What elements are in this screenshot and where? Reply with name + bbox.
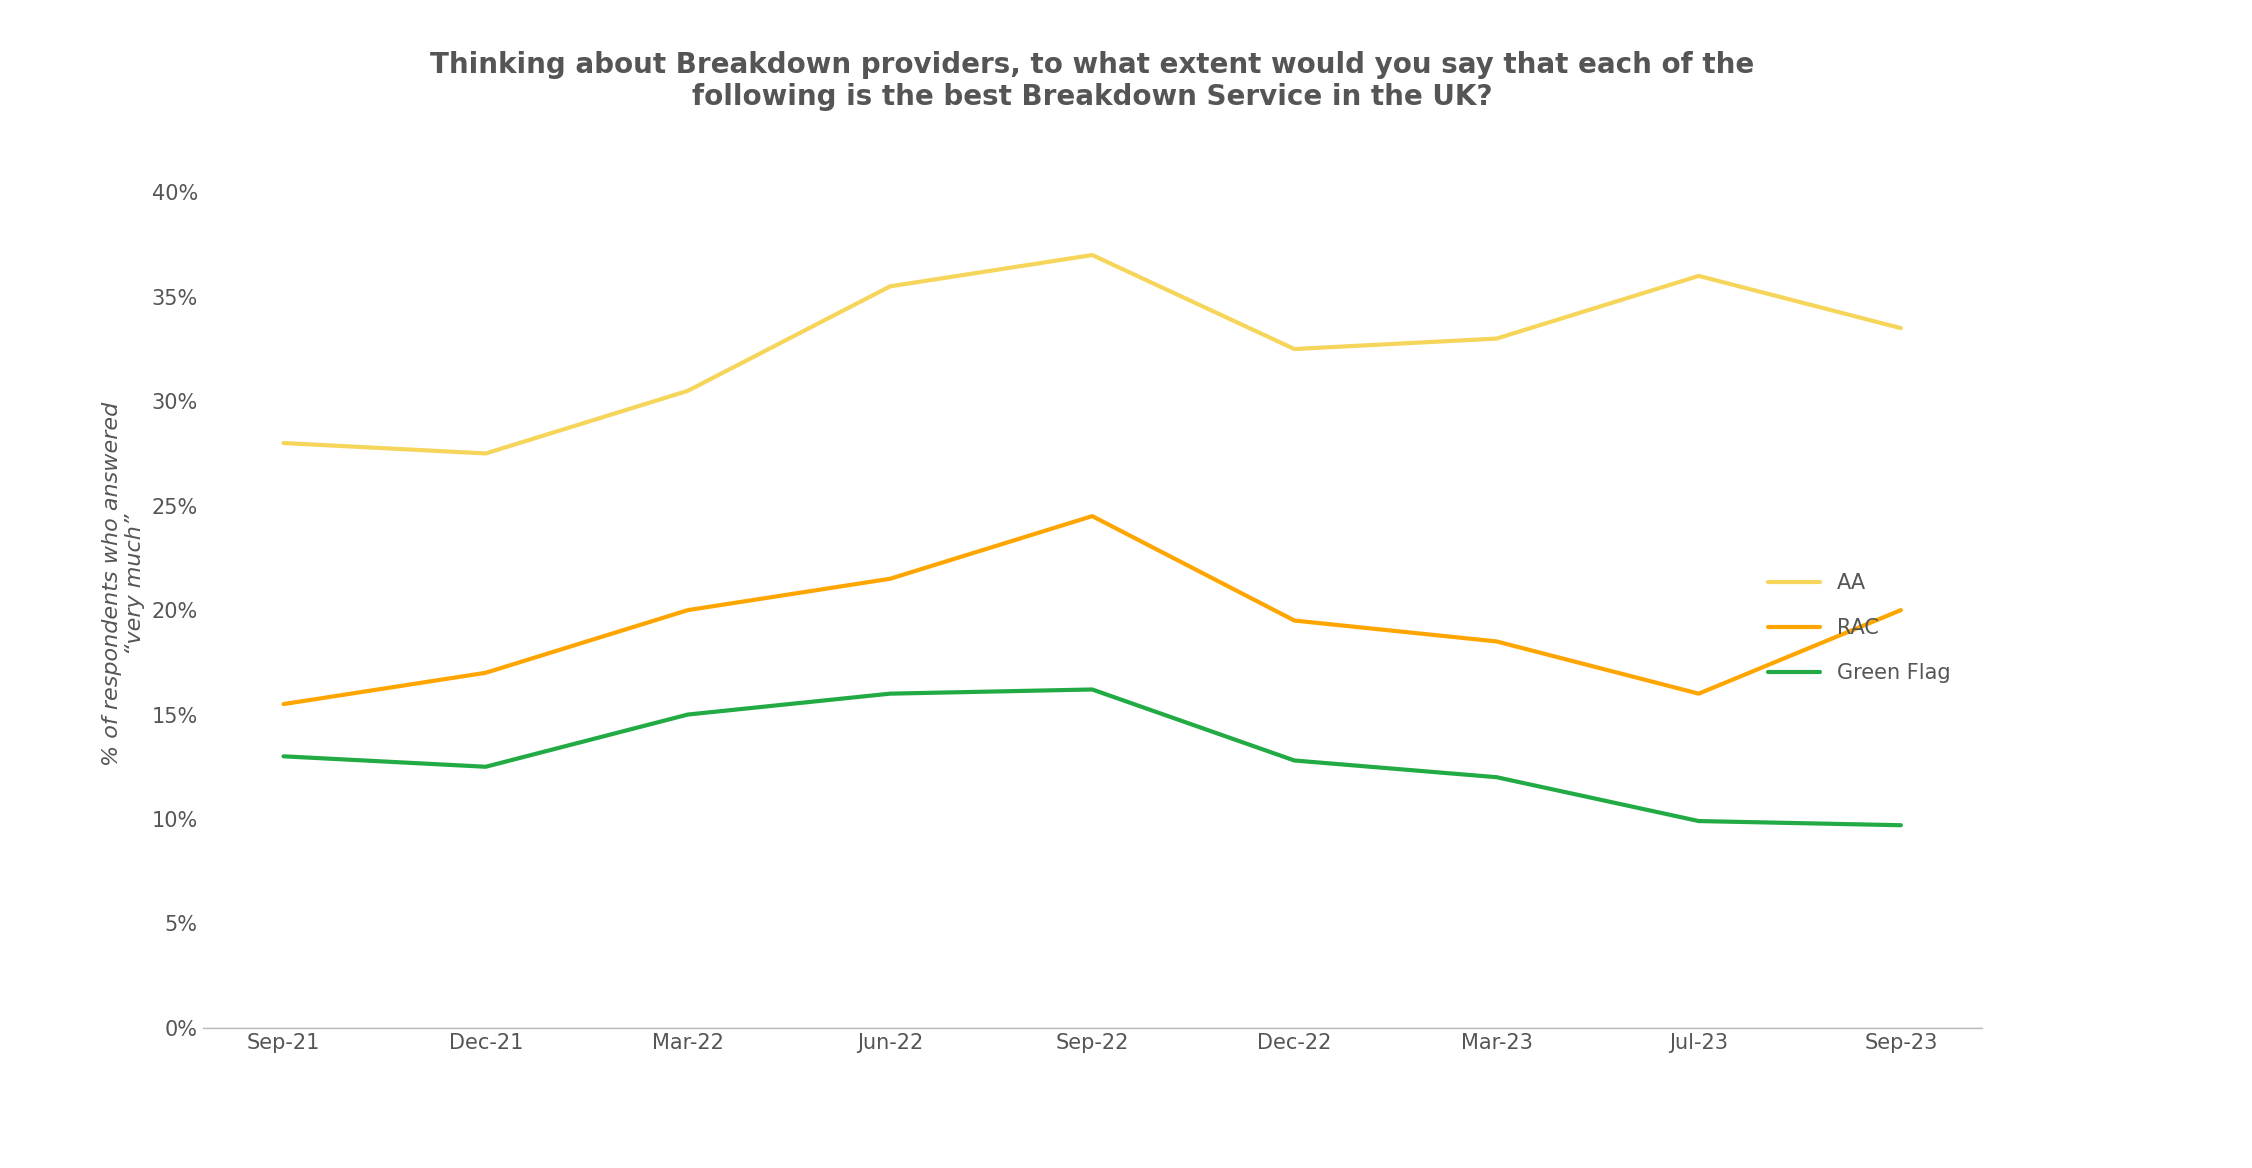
Line: AA: AA xyxy=(284,255,1901,453)
Green Flag xyxy=(1079,682,1106,696)
AA xyxy=(1484,332,1511,346)
Line: Green Flag: Green Flag xyxy=(284,689,1901,826)
RAC xyxy=(1684,687,1712,701)
Green Flag xyxy=(270,750,297,764)
Green Flag xyxy=(1281,753,1308,767)
AA xyxy=(473,446,500,460)
RAC xyxy=(1484,634,1511,648)
RAC xyxy=(876,572,903,586)
Green Flag xyxy=(473,759,500,773)
RAC xyxy=(1079,509,1106,523)
Title: Thinking about Breakdown providers, to what extent would you say that each of th: Thinking about Breakdown providers, to w… xyxy=(430,51,1754,111)
Line: RAC: RAC xyxy=(284,516,1901,704)
Y-axis label: % of respondents who answered
“very much”: % of respondents who answered “very much… xyxy=(101,402,146,766)
AA xyxy=(1281,342,1308,356)
RAC xyxy=(673,603,700,617)
RAC xyxy=(1281,613,1308,627)
Green Flag xyxy=(1484,770,1511,784)
Green Flag xyxy=(1887,819,1914,833)
AA xyxy=(876,279,903,293)
AA xyxy=(1887,321,1914,335)
RAC xyxy=(1887,603,1914,617)
Legend: AA, RAC, Green Flag: AA, RAC, Green Flag xyxy=(1748,552,1970,704)
RAC xyxy=(270,697,297,711)
AA xyxy=(1684,269,1712,283)
AA xyxy=(673,384,700,398)
Green Flag xyxy=(1684,814,1712,828)
Green Flag xyxy=(876,687,903,701)
AA xyxy=(270,436,297,450)
RAC xyxy=(473,666,500,680)
AA xyxy=(1079,248,1106,262)
Green Flag xyxy=(673,708,700,722)
